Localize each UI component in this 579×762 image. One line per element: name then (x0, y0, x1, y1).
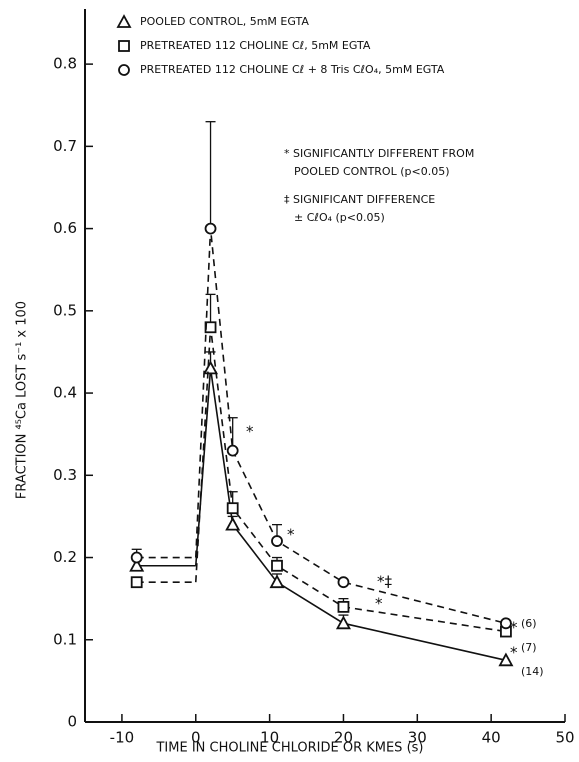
data-point (271, 559, 283, 572)
data-point (498, 652, 514, 667)
data-point (130, 576, 143, 589)
data-point (226, 502, 239, 515)
data-point (271, 535, 283, 547)
legend-label: PRETREATED 112 CHOLINE Cℓ + 8 Tris CℓO₄,… (140, 63, 445, 76)
y-tick-label: 0.6 (53, 219, 77, 237)
x-tick-label: 40 (482, 729, 501, 747)
x-tick-label: 10 (260, 729, 279, 747)
data-point (129, 557, 145, 572)
y-tick-label: 0.7 (53, 137, 77, 155)
note: POOLED CONTROL (p<0.05) (294, 165, 449, 178)
note: ± CℓO₄ (p<0.05) (294, 211, 385, 224)
data-point (204, 222, 217, 235)
annotation: (6) (521, 617, 537, 630)
y-tick-label: 0.4 (53, 384, 77, 402)
legend-marker (118, 64, 130, 76)
series-line (194, 368, 507, 662)
data-point (500, 617, 512, 630)
series-line (194, 327, 507, 633)
x-tick-label: 50 (555, 729, 574, 747)
x-tick-label: -10 (110, 729, 135, 747)
annotation: (14) (521, 665, 544, 678)
legend-label: POOLED CONTROL, 5mM EGTA (140, 15, 309, 28)
x-axis-label: TIME IN CHOLINE CHLORIDE OR KMES (s) (155, 741, 423, 756)
annotation: * (287, 526, 295, 544)
series-line (194, 228, 507, 625)
data-point (337, 576, 350, 589)
y-tick-label: 0 (67, 713, 77, 731)
data-point (335, 615, 351, 630)
y-tick-label: 0.5 (53, 301, 77, 319)
data-point (203, 360, 219, 375)
x-tick-label: 30 (408, 729, 427, 747)
y-tick-label: 0.8 (53, 55, 77, 73)
annotation: *‡ (377, 573, 393, 591)
data-point (130, 551, 143, 564)
annotation: * (375, 595, 383, 613)
x-tick-label: 0 (191, 729, 201, 747)
note: * SIGNIFICANTLY DIFFERENT FROM (284, 147, 474, 160)
y-tick-label: 0.1 (53, 630, 77, 648)
data-point (337, 600, 350, 613)
data-point (226, 444, 239, 457)
y-tick-label: 0.2 (53, 548, 77, 566)
data-point (269, 574, 285, 589)
data-point (225, 516, 241, 531)
y-tick-label: 0.3 (53, 466, 77, 484)
annotation: * (246, 423, 254, 441)
legend-label: PRETREATED 112 CHOLINE Cℓ, 5mM EGTA (140, 39, 371, 52)
annotation: * (510, 644, 518, 662)
annotation: * (510, 619, 518, 637)
legend-marker (116, 14, 132, 28)
y-axis-label: FRACTION ⁴⁵Ca LOST s⁻¹ x 100 (15, 301, 30, 499)
annotation: (7) (521, 641, 537, 654)
x-tick-label: 20 (334, 729, 353, 747)
note: ‡ SIGNIFICANT DIFFERENCE (284, 193, 435, 206)
legend-marker (118, 40, 130, 52)
